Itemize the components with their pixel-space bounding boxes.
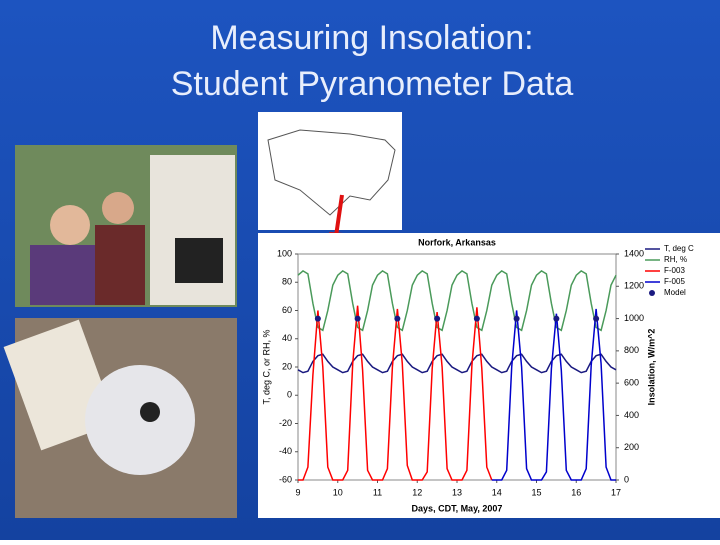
y2-tick-label: 0 — [624, 474, 629, 484]
x-tick-label: 17 — [611, 487, 621, 497]
slide-title: Measuring Insolation: — [210, 19, 533, 57]
y2-tick-label: 1200 — [624, 281, 644, 291]
x-tick-label: 9 — [295, 487, 300, 497]
x-tick-label: 15 — [531, 487, 541, 497]
legend-marker — [649, 290, 655, 296]
y2-tick-label: 600 — [624, 378, 639, 388]
y-tick-label: 40 — [282, 333, 292, 343]
photo-students — [15, 145, 237, 307]
slide-title: Student Pyranometer Data — [171, 65, 574, 103]
model-point — [354, 315, 361, 322]
y-tick-label: -20 — [279, 418, 292, 428]
y2-tick-label: 1400 — [624, 248, 644, 258]
y-axis-label: T, deg C, or RH, % — [261, 329, 271, 404]
y-tick-label: 100 — [277, 248, 292, 258]
legend-label: F-005 — [664, 277, 685, 286]
x-tick-label: 12 — [412, 487, 422, 497]
legend-label: T, deg C — [664, 244, 694, 253]
model-point — [593, 315, 600, 322]
map — [258, 112, 402, 246]
y2-tick-label: 200 — [624, 442, 639, 452]
series-line — [297, 269, 617, 332]
x-axis-label: Days, CDT, May, 2007 — [412, 503, 503, 513]
x-tick-label: 16 — [571, 487, 581, 497]
y-tick-label: 60 — [282, 305, 292, 315]
series-line — [297, 353, 617, 374]
model-point — [473, 315, 480, 322]
y-tick-label: -60 — [279, 474, 292, 484]
y2-tick-label: 800 — [624, 345, 639, 355]
photo-pyranometer — [3, 318, 237, 518]
x-tick-label: 10 — [333, 487, 343, 497]
model-point — [434, 315, 441, 322]
legend-label: Model — [664, 288, 686, 297]
series-line — [298, 305, 493, 481]
x-tick-label: 13 — [452, 487, 462, 497]
x-tick-label: 11 — [373, 487, 382, 497]
y-tick-label: -40 — [279, 446, 292, 456]
model-point — [513, 315, 520, 322]
legend-label: F-003 — [664, 266, 685, 275]
x-tick-label: 14 — [492, 487, 502, 497]
y-tick-label: 20 — [282, 361, 292, 371]
y2-tick-label: 1000 — [624, 313, 644, 323]
model-point — [314, 315, 321, 322]
y-tick-label: 80 — [282, 277, 292, 287]
model-point — [394, 315, 401, 322]
model-point — [553, 315, 560, 322]
y2-tick-label: 400 — [624, 410, 639, 420]
chart-title: Norfork, Arkansas — [418, 237, 496, 247]
legend-label: RH, % — [664, 255, 687, 264]
y2-axis-label: Insolation, W/m^2 — [646, 329, 656, 406]
y-tick-label: 0 — [287, 390, 292, 400]
